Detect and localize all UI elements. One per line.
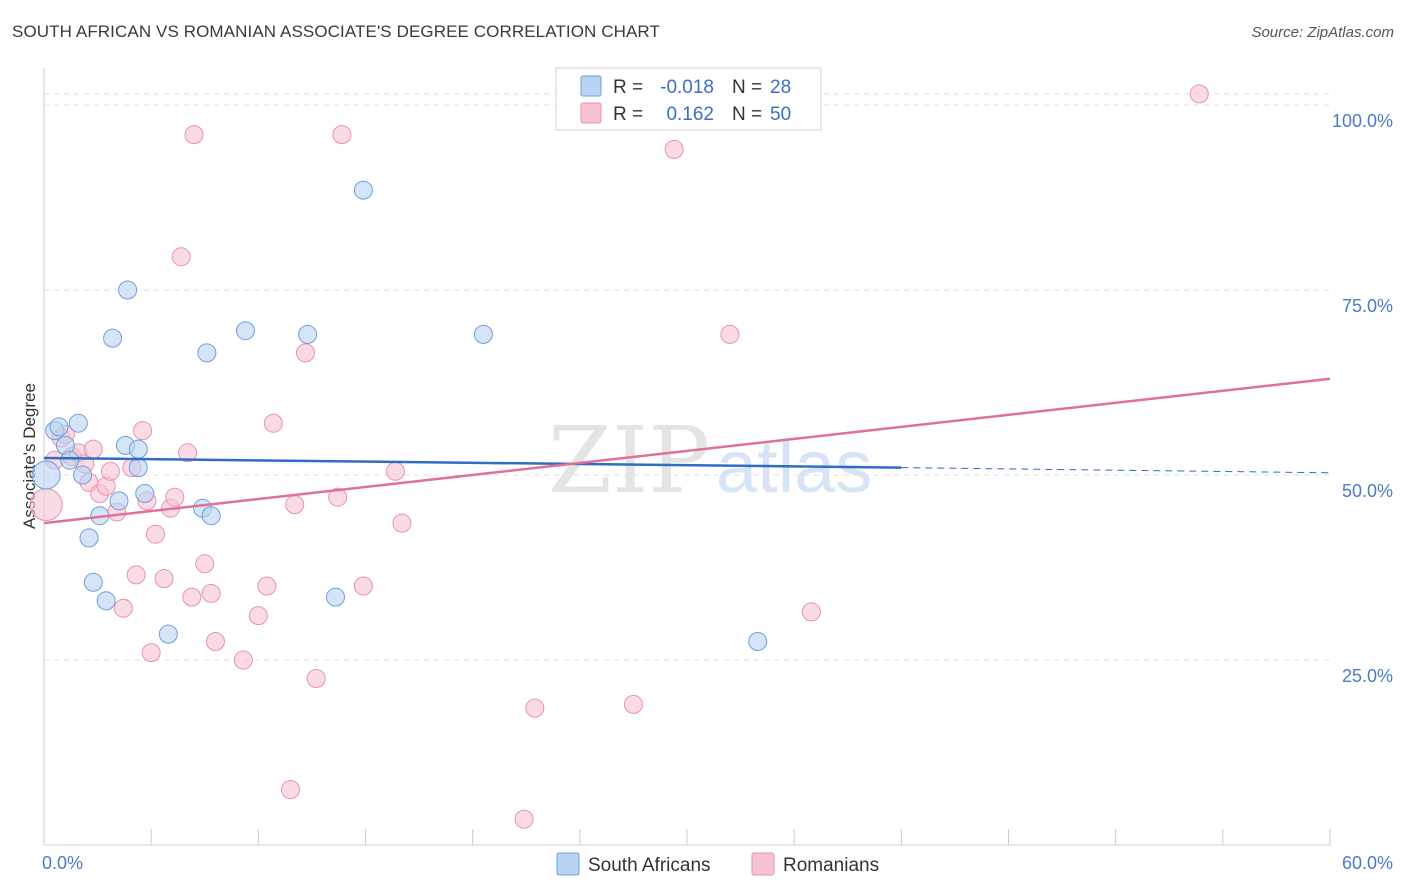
legend-r-value-2: 0.162 [666,104,714,125]
romanian-point-47 [802,603,820,621]
romanian-point-15 [127,566,145,584]
romanian-point-26 [185,126,203,144]
south-african-point-2 [50,418,68,436]
south-african-point-18 [159,625,177,643]
y-tick-label-25: 25.0% [1342,666,1393,686]
romanian-point-34 [281,781,299,799]
y-tick-label-50: 50.0% [1342,481,1393,501]
south-african-point-0 [32,461,60,489]
romanian-point-35 [286,496,304,514]
watermark-zip: ZIP [548,407,710,514]
south-african-point-20 [198,344,216,362]
south-african-point-27 [749,633,767,651]
romanian-point-45 [665,140,683,158]
romanian-point-33 [264,414,282,432]
romanian-point-8 [84,440,102,458]
bottom-legend-label-south-africans: South Africans [588,855,711,876]
romanian-point-13 [114,599,132,617]
romanian-point-31 [249,607,267,625]
bottom-legend-swatch-south-africans [557,853,579,875]
romanian-point-16 [134,422,152,440]
x-ticks [151,829,1330,845]
legend-n-label-1: N = [732,77,762,98]
legend-n-label-2: N = [732,104,762,125]
south-african-point-7 [80,529,98,547]
legend-swatch-south-africans [581,76,601,96]
legend-swatch-romanians [581,103,601,123]
south-african-point-8 [84,573,102,591]
south-african-point-11 [104,329,122,347]
scatter-chart: ZIP atlas 25.0%50.0%75.0%100.0% 0.0% 60.0… [0,0,1406,892]
legend-r-value-1: -0.018 [660,77,714,98]
x-tick-label-min: 0.0% [42,853,83,873]
romanian-point-37 [307,670,325,688]
top-legend: R = -0.018 N = 28 R = 0.162 N = 50 [556,68,821,130]
south-african-point-6 [74,466,92,484]
x-tick-label-max: 60.0% [1342,853,1393,873]
romanian-point-42 [393,514,411,532]
romanian-point-19 [146,525,164,543]
romanian-point-44 [624,695,642,713]
romanian-point-36 [296,344,314,362]
romanian-point-29 [206,633,224,651]
grid-layer [44,94,1330,660]
romanian-point-18 [142,644,160,662]
south-african-point-21 [202,507,220,525]
romanian-point-48 [515,810,533,828]
south-african-point-23 [299,325,317,343]
south-african-point-22 [236,322,254,340]
south-african-point-24 [326,588,344,606]
romanian-point-41 [387,462,405,480]
south-african-point-4 [61,451,79,469]
romanian-point-49 [1190,85,1208,103]
y-tick-label-75: 75.0% [1342,296,1393,316]
south-african-point-10 [97,592,115,610]
south-african-point-26 [474,325,492,343]
romanian-point-28 [202,584,220,602]
romanian-point-25 [183,588,201,606]
south-africans-trend-extension [901,468,1330,473]
legend-r-label-1: R = [613,77,643,98]
romanian-point-30 [234,651,252,669]
south-african-point-5 [69,414,87,432]
bottom-legend-swatch-romanians [752,853,774,875]
romanian-point-11 [101,462,119,480]
south-african-point-12 [110,492,128,510]
romanian-point-27 [196,555,214,573]
romanian-point-43 [526,699,544,717]
romanian-point-40 [354,577,372,595]
south-african-point-17 [136,485,154,503]
legend-n-value-2: 50 [770,104,791,125]
romanian-point-20 [155,570,173,588]
y-tick-label-100: 100.0% [1332,111,1393,131]
legend-n-value-1: 28 [770,77,791,98]
south-african-point-25 [354,181,372,199]
legend-r-label-2: R = [613,104,643,125]
south-african-point-14 [119,281,137,299]
y-tick-labels: 25.0% 50.0% 75.0% 100.0% [1332,111,1393,686]
south-african-point-16 [129,459,147,477]
romanian-point-23 [172,248,190,266]
bottom-legend-label-romanians: Romanians [783,855,879,876]
x-tick-labels: 0.0% 60.0% [42,853,1393,873]
romanian-point-46 [721,325,739,343]
romanian-point-0 [30,489,62,521]
south-african-point-15 [129,440,147,458]
romanian-point-22 [166,488,184,506]
bottom-legend: South Africans Romanians [557,853,879,876]
romanian-point-39 [333,126,351,144]
romanian-point-32 [258,577,276,595]
